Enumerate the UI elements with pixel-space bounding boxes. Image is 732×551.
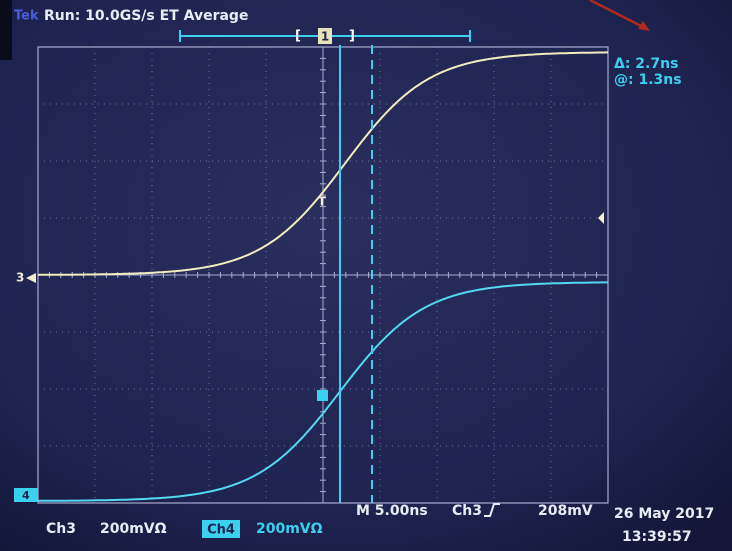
trigger-level-marker: T (318, 195, 327, 209)
cursor-delta: Δ: 2.7ns (614, 56, 678, 72)
ch4-cursor-marker (317, 390, 328, 401)
date: 26 May 2017 (614, 506, 714, 522)
waveforms (37, 51, 608, 502)
ch3-marker-arrow (26, 273, 36, 283)
timebase: M 5.00ns (356, 503, 428, 519)
ch4-label: Ch4 (207, 523, 235, 538)
logo: Tek (14, 9, 39, 24)
trigger-level: 208mV (538, 503, 593, 519)
ch4-label-box (202, 520, 240, 538)
trigger-level-arrow (598, 212, 604, 224)
annotation-arrow (589, 0, 646, 30)
ch3-marker: 3 (16, 271, 24, 285)
bracket: ] (349, 29, 355, 44)
trigger-source: Ch3 (452, 503, 482, 519)
trigger-position: 1 (321, 30, 329, 44)
ch4-scale: 200mVΩ (256, 521, 323, 537)
ch4-marker-box (14, 488, 38, 502)
trigger-slope (484, 503, 500, 517)
ch4-waveform (38, 281, 608, 502)
bracket: [ (295, 29, 301, 44)
ch3-waveform (37, 51, 608, 276)
trigger-position-box (318, 28, 332, 44)
ch3-scale: 200mVΩ (100, 521, 167, 537)
ch4-marker: 4 (22, 489, 30, 502)
graticule (37, 46, 609, 504)
bezel (0, 0, 12, 60)
cursor-position: @: 1.3ns (614, 72, 682, 88)
time: 13:39:57 (622, 529, 692, 545)
acquisition-status: Run: 10.0GS/s ET Average (44, 8, 248, 24)
annotation-arrowhead (638, 21, 650, 31)
ch3-label: Ch3 (46, 521, 76, 537)
